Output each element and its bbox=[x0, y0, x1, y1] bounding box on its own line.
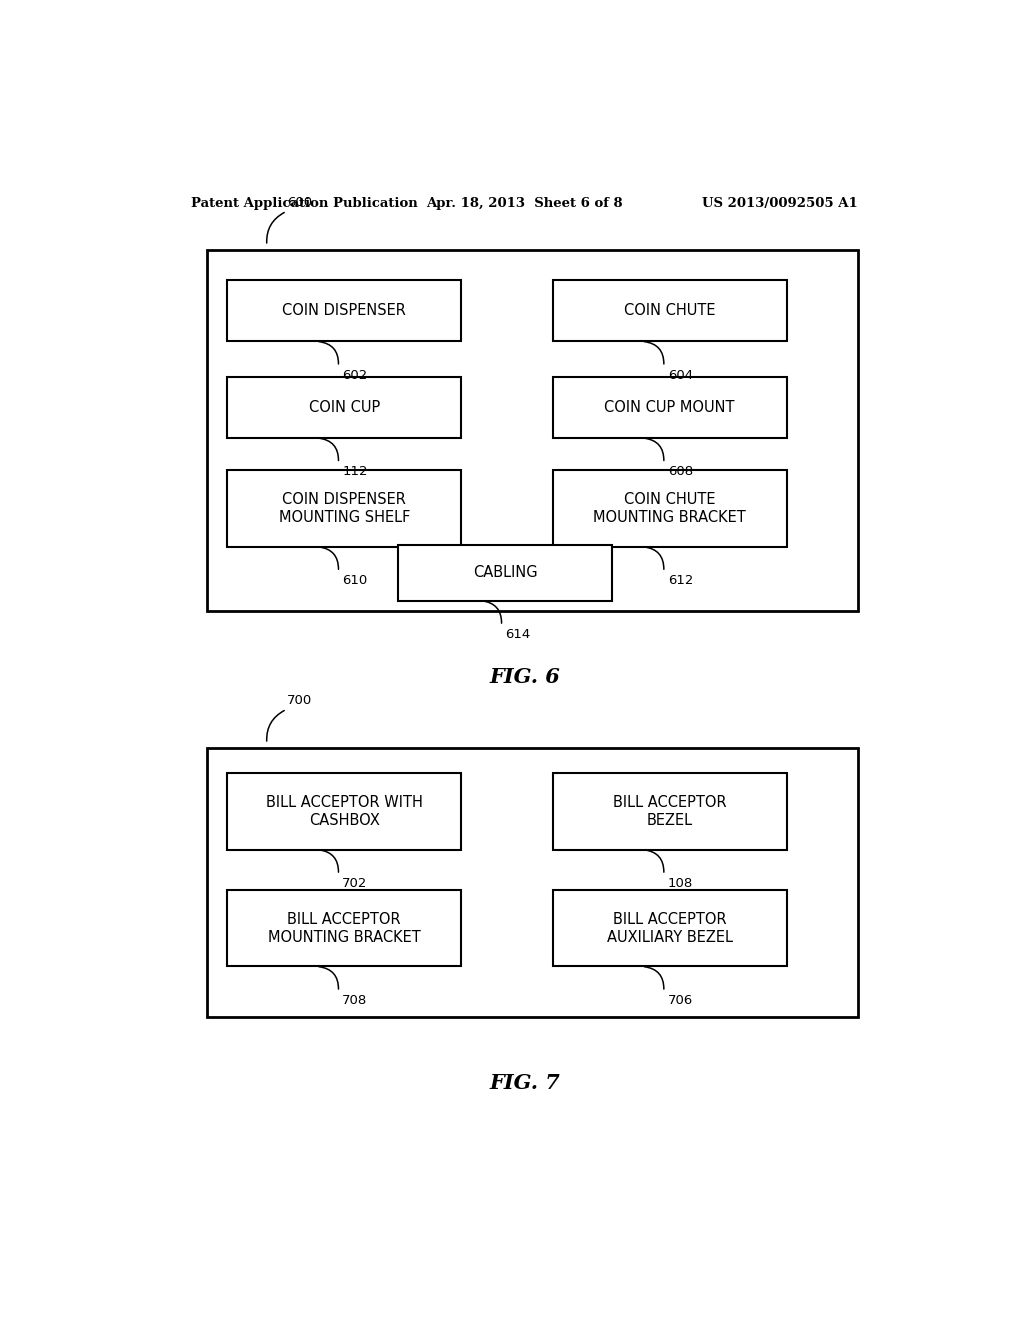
Text: BILL ACCEPTOR CONFIGURATION KIT: BILL ACCEPTOR CONFIGURATION KIT bbox=[393, 766, 673, 781]
Text: 612: 612 bbox=[668, 574, 693, 587]
Text: US 2013/0092505 A1: US 2013/0092505 A1 bbox=[702, 197, 858, 210]
Bar bbox=[207, 748, 858, 1018]
Text: COIN CHUTE
MOUNTING BRACKET: COIN CHUTE MOUNTING BRACKET bbox=[593, 492, 746, 525]
Text: FIG. 6: FIG. 6 bbox=[489, 667, 560, 686]
Text: 108: 108 bbox=[668, 876, 693, 890]
Bar bbox=[227, 470, 461, 546]
Bar bbox=[553, 378, 786, 438]
Bar bbox=[553, 774, 786, 850]
Text: 706: 706 bbox=[668, 994, 693, 1007]
Bar bbox=[227, 774, 461, 850]
Bar bbox=[227, 280, 461, 342]
Bar bbox=[207, 249, 858, 611]
Text: 600: 600 bbox=[287, 197, 312, 209]
Text: 604: 604 bbox=[668, 368, 693, 381]
Text: BILL ACCEPTOR
MOUNTING BRACKET: BILL ACCEPTOR MOUNTING BRACKET bbox=[268, 912, 421, 945]
Bar bbox=[397, 545, 612, 601]
Text: COIN CUP: COIN CUP bbox=[308, 400, 380, 414]
Text: FIG. 7: FIG. 7 bbox=[489, 1073, 560, 1093]
Text: CABLING: CABLING bbox=[473, 565, 538, 579]
Text: BILL ACCEPTOR
BEZEL: BILL ACCEPTOR BEZEL bbox=[612, 795, 726, 828]
Text: 112: 112 bbox=[342, 466, 368, 478]
Bar bbox=[227, 378, 461, 438]
Text: COIN DISPENSER
MOUNTING SHELF: COIN DISPENSER MOUNTING SHELF bbox=[279, 492, 410, 525]
Text: COIN HOPPER CONFIGURATION KIT: COIN HOPPER CONFIGURATION KIT bbox=[399, 268, 666, 284]
Text: 700: 700 bbox=[287, 694, 312, 708]
Bar bbox=[227, 890, 461, 966]
Text: BILL ACCEPTOR
AUXILIARY BEZEL: BILL ACCEPTOR AUXILIARY BEZEL bbox=[606, 912, 732, 945]
Text: 608: 608 bbox=[668, 466, 693, 478]
Text: COIN CHUTE: COIN CHUTE bbox=[624, 304, 716, 318]
Bar bbox=[553, 470, 786, 546]
Text: COIN DISPENSER: COIN DISPENSER bbox=[283, 304, 407, 318]
Text: 610: 610 bbox=[342, 574, 368, 587]
Text: BILL ACCEPTOR WITH
CASHBOX: BILL ACCEPTOR WITH CASHBOX bbox=[266, 795, 423, 828]
Bar bbox=[553, 280, 786, 342]
Text: 614: 614 bbox=[506, 628, 530, 642]
Text: 602: 602 bbox=[342, 368, 368, 381]
Bar bbox=[553, 890, 786, 966]
Text: Apr. 18, 2013  Sheet 6 of 8: Apr. 18, 2013 Sheet 6 of 8 bbox=[426, 197, 624, 210]
Text: Patent Application Publication: Patent Application Publication bbox=[191, 197, 418, 210]
Text: 702: 702 bbox=[342, 876, 368, 890]
Text: COIN CUP MOUNT: COIN CUP MOUNT bbox=[604, 400, 735, 414]
Text: 708: 708 bbox=[342, 994, 368, 1007]
